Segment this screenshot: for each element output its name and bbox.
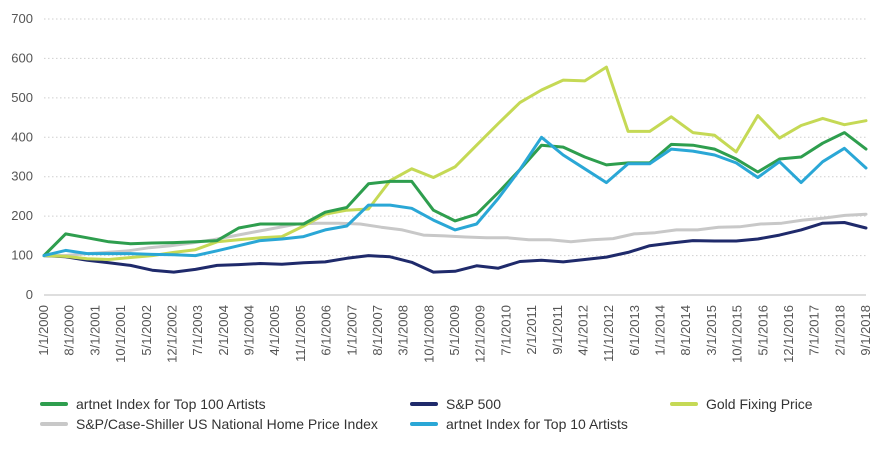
x-tick-label: 1/1/2007 (344, 305, 359, 356)
y-tick-label: 500 (11, 90, 33, 105)
series-line-1 (42, 221, 868, 274)
series-line-0 (42, 131, 868, 258)
x-tick-label: 12/1/2009 (473, 305, 488, 363)
x-tick-label: 9/1/2004 (242, 305, 257, 356)
series-line-3 (42, 212, 868, 258)
x-tick-label: 5/1/2002 (139, 305, 154, 356)
x-axis-ticks: 1/1/2000 8/1/2000 3/1/2001 10/1/2001 5/1/200… (36, 305, 873, 363)
x-tick-label: 11/1/2012 (601, 305, 616, 362)
x-tick-label: 10/1/2008 (421, 305, 436, 363)
y-tick-label: 100 (11, 248, 33, 263)
y-tick-label: 300 (11, 169, 33, 184)
y-axis-ticks: 0 100 200 300 400 500 600 700 (11, 11, 33, 302)
x-tick-label: 5/1/2009 (447, 305, 462, 356)
y-tick-label: 400 (11, 129, 33, 144)
x-tick-label: 12/1/2002 (164, 305, 179, 363)
x-tick-label: 2/1/2004 (216, 305, 231, 356)
x-tick-label: 1/1/2000 (36, 305, 51, 356)
x-tick-label: 9/1/2011 (550, 305, 565, 355)
gridlines (44, 18, 866, 296)
x-tick-label: 8/1/2007 (370, 305, 385, 356)
series-line-4 (42, 135, 868, 258)
x-tick-label: 10/1/2015 (730, 305, 745, 363)
x-tick-label: 8/1/2000 (62, 305, 77, 356)
x-tick-label: 10/1/2001 (113, 305, 128, 363)
x-tick-label: 1/1/2014 (653, 305, 668, 356)
x-tick-label: 6/1/2013 (627, 305, 642, 356)
x-tick-label: 5/1/2016 (755, 305, 770, 356)
x-tick-label: 9/1/2018 (858, 305, 873, 356)
x-tick-label: 4/1/2012 (575, 305, 590, 356)
x-tick-label: 4/1/2005 (267, 305, 282, 356)
x-tick-label: 12/1/2016 (781, 305, 796, 363)
series-lines (42, 65, 868, 274)
x-tick-label: 8/1/2014 (678, 305, 693, 356)
x-tick-label: 7/1/2017 (807, 305, 822, 356)
x-tick-label: 6/1/2006 (319, 305, 334, 356)
x-tick-label: 7/1/2010 (498, 305, 513, 356)
x-tick-label: 2/1/2018 (832, 305, 847, 356)
x-tick-label: 3/1/2001 (87, 305, 102, 356)
x-tick-label: 3/1/2015 (704, 305, 719, 356)
x-tick-label: 2/1/2011 (524, 305, 539, 355)
y-tick-label: 0 (26, 287, 33, 302)
y-tick-label: 700 (11, 11, 33, 26)
y-tick-label: 200 (11, 208, 33, 223)
x-tick-label: 7/1/2003 (190, 305, 205, 356)
x-tick-label: 11/1/2005 (293, 305, 308, 362)
y-tick-label: 600 (11, 50, 33, 65)
x-tick-label: 3/1/2008 (396, 305, 411, 356)
series-line-2 (42, 65, 868, 261)
